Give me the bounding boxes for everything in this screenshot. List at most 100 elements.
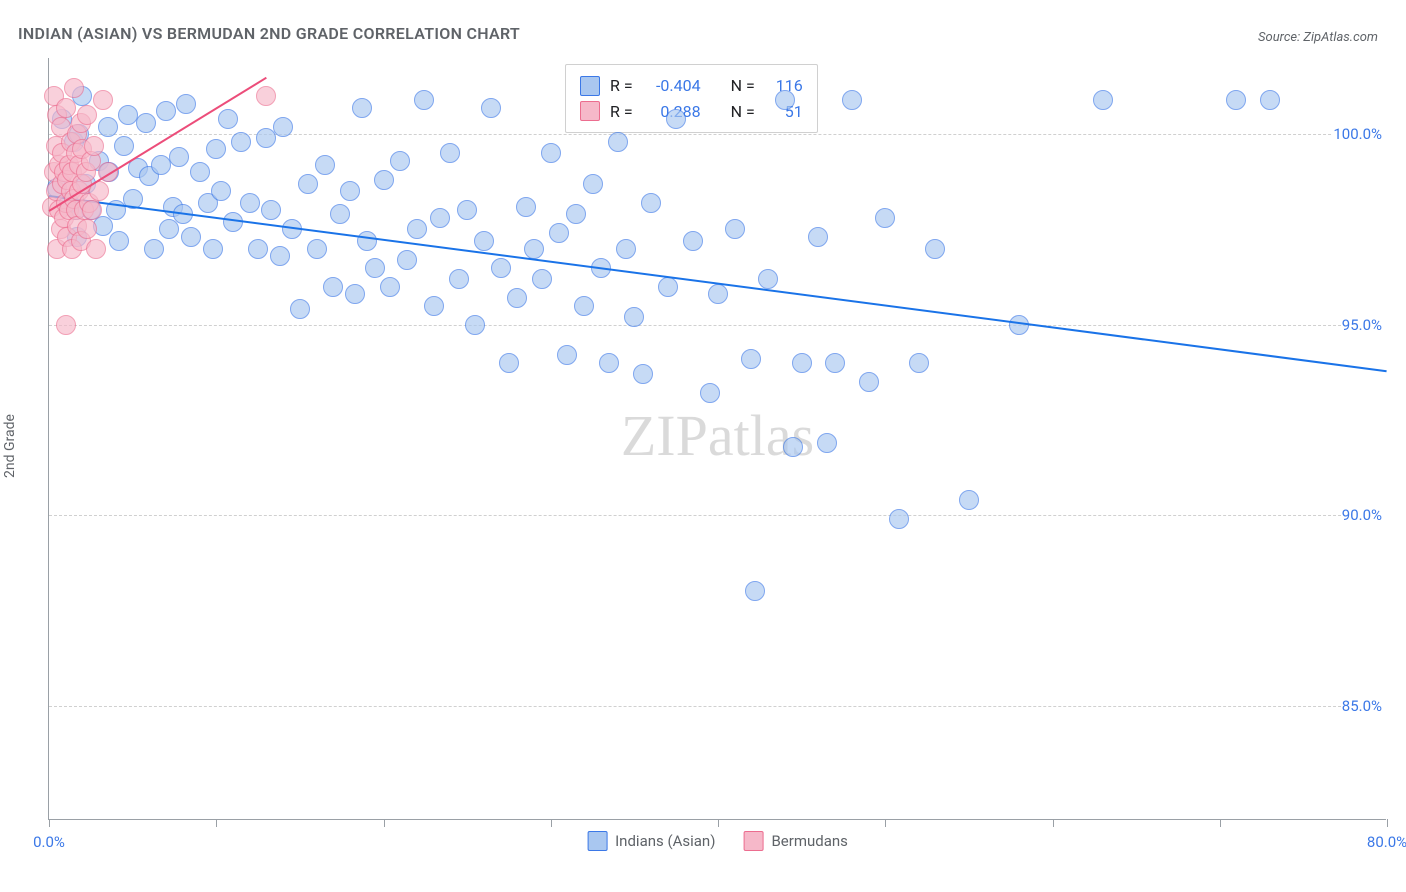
data-point <box>909 353 929 373</box>
data-point <box>499 353 519 373</box>
data-point <box>206 139 226 159</box>
data-point <box>330 204 350 224</box>
data-point <box>231 132 251 152</box>
data-point <box>1260 90 1280 110</box>
data-point <box>725 219 745 239</box>
data-point <box>700 383 720 403</box>
data-point <box>633 364 653 384</box>
data-point <box>1093 90 1113 110</box>
data-point <box>136 113 156 133</box>
data-point <box>574 296 594 316</box>
data-point <box>524 239 544 259</box>
data-point <box>270 246 290 266</box>
data-point <box>380 277 400 297</box>
data-point <box>397 250 417 270</box>
data-point <box>77 105 97 125</box>
data-point <box>169 147 189 167</box>
x-tick <box>1053 819 1054 827</box>
y-tick-label: 100.0% <box>1333 125 1388 143</box>
data-point <box>541 143 561 163</box>
data-point <box>248 239 268 259</box>
r-label: R = <box>610 73 633 99</box>
data-point <box>758 269 778 289</box>
data-point <box>298 174 318 194</box>
data-point <box>256 86 276 106</box>
series-swatch <box>580 101 600 121</box>
y-axis-label: 2nd Grade <box>2 414 18 478</box>
data-point <box>77 219 97 239</box>
x-tick <box>551 819 552 827</box>
data-point <box>449 269 469 289</box>
data-point <box>273 117 293 137</box>
data-point <box>261 200 281 220</box>
source-attribution: Source: ZipAtlas.com <box>1258 30 1378 45</box>
stats-row: R =-0.404N =116 <box>580 73 803 99</box>
data-point <box>211 181 231 201</box>
data-point <box>315 155 335 175</box>
data-point <box>181 227 201 247</box>
data-point <box>925 239 945 259</box>
data-point <box>390 151 410 171</box>
data-point <box>557 345 577 365</box>
data-point <box>240 193 260 213</box>
data-point <box>440 143 460 163</box>
data-point <box>507 288 527 308</box>
x-tick <box>384 819 385 827</box>
data-point <box>783 437 803 457</box>
data-point <box>566 204 586 224</box>
series-swatch <box>743 831 763 851</box>
data-point <box>889 509 909 529</box>
data-point <box>345 284 365 304</box>
series-swatch <box>580 76 600 96</box>
data-point <box>374 170 394 190</box>
data-point <box>491 258 511 278</box>
x-tick-label: 80.0% <box>1367 833 1406 851</box>
data-point <box>474 231 494 251</box>
data-point <box>959 490 979 510</box>
data-point <box>583 174 603 194</box>
data-point <box>352 98 372 118</box>
data-point <box>817 433 837 453</box>
x-tick-label: 0.0% <box>33 833 65 851</box>
y-tick-label: 95.0% <box>1342 316 1388 334</box>
data-point <box>118 105 138 125</box>
data-point <box>176 94 196 114</box>
data-point <box>842 90 862 110</box>
data-point <box>340 181 360 201</box>
stats-row: R =0.288N =51 <box>580 99 803 125</box>
data-point <box>532 269 552 289</box>
data-point <box>357 231 377 251</box>
data-point <box>708 284 728 304</box>
gridline-h <box>49 515 1386 516</box>
data-point <box>792 353 812 373</box>
series-swatch <box>587 831 607 851</box>
data-point <box>86 239 106 259</box>
data-point <box>424 296 444 316</box>
y-tick-label: 90.0% <box>1342 506 1388 524</box>
gridline-h <box>49 325 1386 326</box>
data-point <box>84 136 104 156</box>
data-point <box>808 227 828 247</box>
legend-label: Bermudans <box>771 832 847 850</box>
data-point <box>1226 90 1246 110</box>
data-point <box>658 277 678 297</box>
data-point <box>745 581 765 601</box>
data-point <box>616 239 636 259</box>
data-point <box>190 162 210 182</box>
data-point <box>307 239 327 259</box>
gridline-h <box>49 706 1386 707</box>
data-point <box>151 155 171 175</box>
data-point <box>56 315 76 335</box>
data-point <box>407 219 427 239</box>
n-label: N = <box>731 73 755 99</box>
data-point <box>290 299 310 319</box>
data-point <box>64 78 84 98</box>
data-point <box>414 90 434 110</box>
data-point <box>825 353 845 373</box>
data-point <box>93 90 113 110</box>
x-tick <box>49 819 50 827</box>
data-point <box>608 132 628 152</box>
x-tick <box>718 819 719 827</box>
data-point <box>875 208 895 228</box>
data-point <box>775 90 795 110</box>
